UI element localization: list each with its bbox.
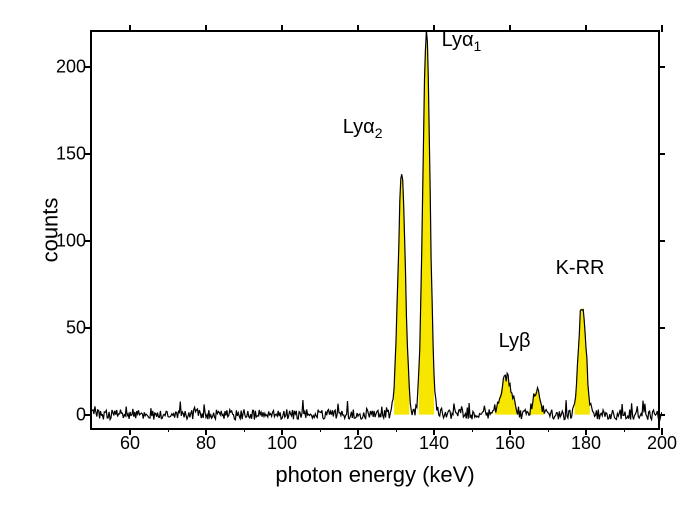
x-tick-minor [548,428,549,432]
x-tick-label: 120 [343,433,373,454]
x-tick-top [129,25,131,32]
peak-label: Lyα2 [343,116,383,141]
y-tick-label: 200 [48,56,86,77]
x-tick-minor [168,428,169,432]
y-tick [85,153,92,155]
spectrum-chart: 6080100120140160180200050100150200Lyα2Ly… [90,30,660,430]
y-tick-label: 50 [48,317,86,338]
x-tick-label: 140 [419,433,449,454]
spectrum-svg [92,32,662,432]
x-tick-top [281,25,283,32]
y-tick [85,66,92,68]
x-tick-minor [624,428,625,432]
y-tick-right [658,153,665,155]
y-tick [85,327,92,329]
x-axis-label: photon energy (keV) [90,462,660,488]
x-tick-label: 60 [120,433,140,454]
y-tick-right [658,414,665,416]
x-tick-label: 100 [267,433,297,454]
peak-label: K-RR [556,257,605,280]
x-tick-label: 160 [495,433,525,454]
y-axis-label: counts [37,198,63,263]
y-tick-right [658,240,665,242]
y-tick [85,414,92,416]
x-tick-top [433,25,435,32]
y-tick-right [658,66,665,68]
plot-area: 6080100120140160180200050100150200Lyα2Ly… [90,30,660,430]
x-tick-label: 80 [196,433,216,454]
x-tick-minor [244,428,245,432]
x-tick-top [357,25,359,32]
x-tick-top [205,25,207,32]
x-tick-minor [320,428,321,432]
peak-label: Lyα1 [442,29,482,54]
y-tick-label: 150 [48,143,86,164]
y-tick [85,240,92,242]
x-tick-top [509,25,511,32]
peak-label: Lyβ [499,330,531,353]
x-tick-minor [472,428,473,432]
y-tick-right [658,327,665,329]
y-tick-label: 0 [48,404,86,425]
x-tick-top [661,25,663,32]
x-tick-top [585,25,587,32]
x-tick-label: 180 [571,433,601,454]
x-tick-label: 200 [647,433,677,454]
x-tick-minor [396,428,397,432]
